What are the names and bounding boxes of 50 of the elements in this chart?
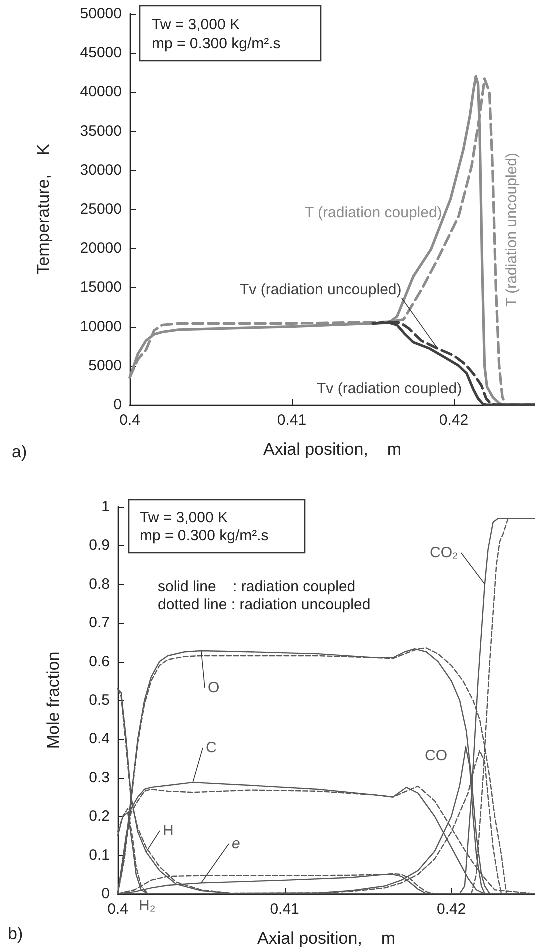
y-tick-label: 0.2 xyxy=(89,808,110,826)
y-tick-label: 0.4 xyxy=(89,730,110,748)
annotation: mp = 0.300 kg/m².s xyxy=(140,528,269,544)
series-label: O xyxy=(208,680,220,696)
series-label: H₂ xyxy=(139,898,156,914)
y-tick-label: 40000 xyxy=(80,84,122,101)
series-label: Tv (radiation uncoupled) xyxy=(240,282,402,298)
annotation: dotted line : radiation uncoupled xyxy=(158,596,371,614)
y-tick-label: 25000 xyxy=(80,201,122,218)
y-tick-label: 0 xyxy=(102,886,110,902)
x-tick-label: 0.4 xyxy=(120,412,140,429)
series-label: H xyxy=(163,822,174,840)
x-tick-label: 0.42 xyxy=(437,901,466,918)
y-axis-title: Mole fraction xyxy=(44,652,63,750)
y-tick-label: 0.5 xyxy=(89,692,110,709)
y-tick-label: 50000 xyxy=(80,6,122,22)
y-tick-label: 10000 xyxy=(80,318,122,336)
series-label: Tv (radiation coupled) xyxy=(317,380,462,398)
y-axis-title: Temperature, K xyxy=(34,144,53,275)
y-tick-label: 0.9 xyxy=(89,537,110,554)
series-label: e xyxy=(232,836,240,852)
series-label: CO xyxy=(425,748,448,764)
y-tick-label: 0.8 xyxy=(89,576,110,593)
series-label: CO₂ xyxy=(430,544,458,562)
y-tick-label: 0.3 xyxy=(89,769,110,786)
y-tick-label: 5000 xyxy=(88,357,122,374)
x-axis-title: Axial position, m xyxy=(264,440,402,459)
x-axis-title: Axial position, m xyxy=(258,929,396,948)
annotation: solid line : radiation coupled xyxy=(158,578,356,596)
annotation: Tw = 3,000 K xyxy=(140,510,228,526)
text: T (radiation uncoupled) xyxy=(504,153,520,307)
y-tick-label: 20000 xyxy=(80,240,122,258)
y-tick-label: 0.1 xyxy=(89,846,110,864)
y-tick-label: 1 xyxy=(102,498,110,516)
annotation: Tw = 3,000 K xyxy=(152,16,240,34)
x-tick-label: 0.41 xyxy=(277,412,307,429)
y-tick-label: 15000 xyxy=(80,279,122,296)
y-tick-label: 35000 xyxy=(80,122,122,140)
y-tick-label: 45000 xyxy=(80,44,122,62)
x-tick-label: 0.41 xyxy=(270,901,300,918)
annotation: mp = 0.300 kg/m².s xyxy=(152,36,281,52)
series-label: T (radiation coupled) xyxy=(305,204,442,222)
text: b) xyxy=(8,924,24,944)
y-tick-label: 30000 xyxy=(80,162,122,179)
y-tick-label: 0.7 xyxy=(89,614,110,632)
x-tick-label: 0.42 xyxy=(439,412,469,429)
series-label: C xyxy=(206,740,217,756)
y-tick-label: 0.6 xyxy=(89,653,110,670)
text: a) xyxy=(12,442,28,462)
y-tick-label: 0 xyxy=(114,396,122,414)
